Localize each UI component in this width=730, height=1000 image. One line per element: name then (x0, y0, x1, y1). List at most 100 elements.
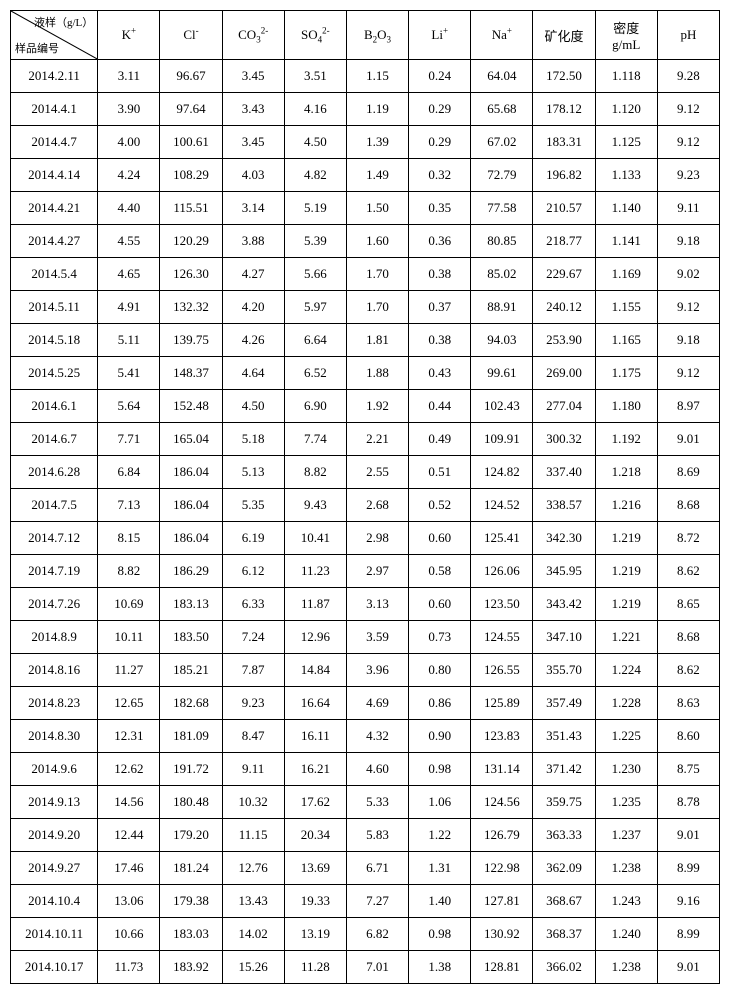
table-row: 2014.5.185.11139.754.266.641.810.3894.03… (11, 324, 720, 357)
data-cell: 179.38 (160, 885, 222, 918)
data-cell: 8.62 (657, 555, 719, 588)
data-cell: 124.55 (471, 621, 533, 654)
data-cell: 5.83 (346, 819, 408, 852)
data-cell: 115.51 (160, 192, 222, 225)
data-cell: 5.19 (284, 192, 346, 225)
data-cell: 1.240 (595, 918, 657, 951)
data-cell: 9.43 (284, 489, 346, 522)
data-cell: 8.99 (657, 918, 719, 951)
data-cell: 2.21 (346, 423, 408, 456)
data-cell: 152.48 (160, 390, 222, 423)
data-cell: 1.120 (595, 93, 657, 126)
sample-id-cell: 2014.8.30 (11, 720, 98, 753)
data-cell: 9.12 (657, 291, 719, 324)
data-cell: 6.19 (222, 522, 284, 555)
data-cell: 337.40 (533, 456, 595, 489)
table-row: 2014.7.128.15186.046.1910.412.980.60125.… (11, 522, 720, 555)
data-cell: 9.12 (657, 93, 719, 126)
data-cell: 97.64 (160, 93, 222, 126)
data-cell: 5.35 (222, 489, 284, 522)
data-cell: 123.83 (471, 720, 533, 753)
data-cell: 12.44 (98, 819, 160, 852)
data-cell: 11.27 (98, 654, 160, 687)
data-cell: 253.90 (533, 324, 595, 357)
data-cell: 6.64 (284, 324, 346, 357)
data-cell: 1.31 (409, 852, 471, 885)
data-cell: 1.133 (595, 159, 657, 192)
data-cell: 186.04 (160, 522, 222, 555)
col-ph: pH (657, 11, 719, 60)
table-row: 2014.9.2717.46181.2412.7613.696.711.3112… (11, 852, 720, 885)
sample-id-cell: 2014.10.4 (11, 885, 98, 918)
data-cell: 13.69 (284, 852, 346, 885)
data-cell: 12.31 (98, 720, 160, 753)
data-cell: 1.06 (409, 786, 471, 819)
data-cell: 0.98 (409, 753, 471, 786)
data-cell: 5.41 (98, 357, 160, 390)
data-cell: 72.79 (471, 159, 533, 192)
data-cell: 3.90 (98, 93, 160, 126)
data-cell: 8.69 (657, 456, 719, 489)
data-cell: 8.68 (657, 621, 719, 654)
data-cell: 5.33 (346, 786, 408, 819)
sample-id-cell: 2014.6.7 (11, 423, 98, 456)
data-cell: 345.95 (533, 555, 595, 588)
data-cell: 3.11 (98, 60, 160, 93)
data-cell: 4.82 (284, 159, 346, 192)
data-cell: 9.18 (657, 324, 719, 357)
data-cell: 0.29 (409, 126, 471, 159)
data-cell: 16.64 (284, 687, 346, 720)
data-cell: 9.01 (657, 819, 719, 852)
data-cell: 1.81 (346, 324, 408, 357)
data-cell: 1.165 (595, 324, 657, 357)
data-cell: 1.60 (346, 225, 408, 258)
data-cell: 123.50 (471, 588, 533, 621)
data-cell: 0.43 (409, 357, 471, 390)
table-row: 2014.4.214.40115.513.145.191.500.3577.58… (11, 192, 720, 225)
sample-id-cell: 2014.9.27 (11, 852, 98, 885)
data-cell: 8.63 (657, 687, 719, 720)
data-cell: 10.41 (284, 522, 346, 555)
header-row: 液样（g/L） 样品编号 K+ Cl- CO32- SO42- B2O3 Li+… (11, 11, 720, 60)
data-cell: 9.12 (657, 126, 719, 159)
data-cell: 126.30 (160, 258, 222, 291)
data-cell: 181.09 (160, 720, 222, 753)
data-cell: 8.82 (98, 555, 160, 588)
data-cell: 3.13 (346, 588, 408, 621)
data-cell: 1.155 (595, 291, 657, 324)
data-cell: 7.24 (222, 621, 284, 654)
data-cell: 0.52 (409, 489, 471, 522)
data-cell: 4.69 (346, 687, 408, 720)
data-cell: 8.97 (657, 390, 719, 423)
data-cell: 20.34 (284, 819, 346, 852)
sample-id-cell: 2014.4.14 (11, 159, 98, 192)
table-row: 2014.5.255.41148.374.646.521.880.4399.61… (11, 357, 720, 390)
data-cell: 14.56 (98, 786, 160, 819)
data-cell: 128.81 (471, 951, 533, 984)
data-cell: 6.90 (284, 390, 346, 423)
sample-id-cell: 2014.8.9 (11, 621, 98, 654)
data-cell: 124.82 (471, 456, 533, 489)
data-cell: 8.99 (657, 852, 719, 885)
col-mineral: 矿化度 (533, 11, 595, 60)
table-row: 2014.5.114.91132.324.205.971.700.3788.91… (11, 291, 720, 324)
data-cell: 0.38 (409, 258, 471, 291)
sample-id-cell: 2014.8.23 (11, 687, 98, 720)
table-row: 2014.6.15.64152.484.506.901.920.44102.43… (11, 390, 720, 423)
data-cell: 186.04 (160, 489, 222, 522)
data-cell: 96.67 (160, 60, 222, 93)
data-cell: 109.91 (471, 423, 533, 456)
data-cell: 3.45 (222, 126, 284, 159)
table-row: 2014.10.1711.73183.9215.2611.287.011.381… (11, 951, 720, 984)
data-cell: 1.92 (346, 390, 408, 423)
table-row: 2014.8.1611.27185.217.8714.843.960.80126… (11, 654, 720, 687)
data-cell: 0.98 (409, 918, 471, 951)
data-cell: 186.29 (160, 555, 222, 588)
sample-id-cell: 2014.4.27 (11, 225, 98, 258)
sample-id-cell: 2014.7.19 (11, 555, 98, 588)
data-cell: 5.13 (222, 456, 284, 489)
data-cell: 65.68 (471, 93, 533, 126)
data-cell: 366.02 (533, 951, 595, 984)
data-cell: 1.141 (595, 225, 657, 258)
data-cell: 8.62 (657, 654, 719, 687)
